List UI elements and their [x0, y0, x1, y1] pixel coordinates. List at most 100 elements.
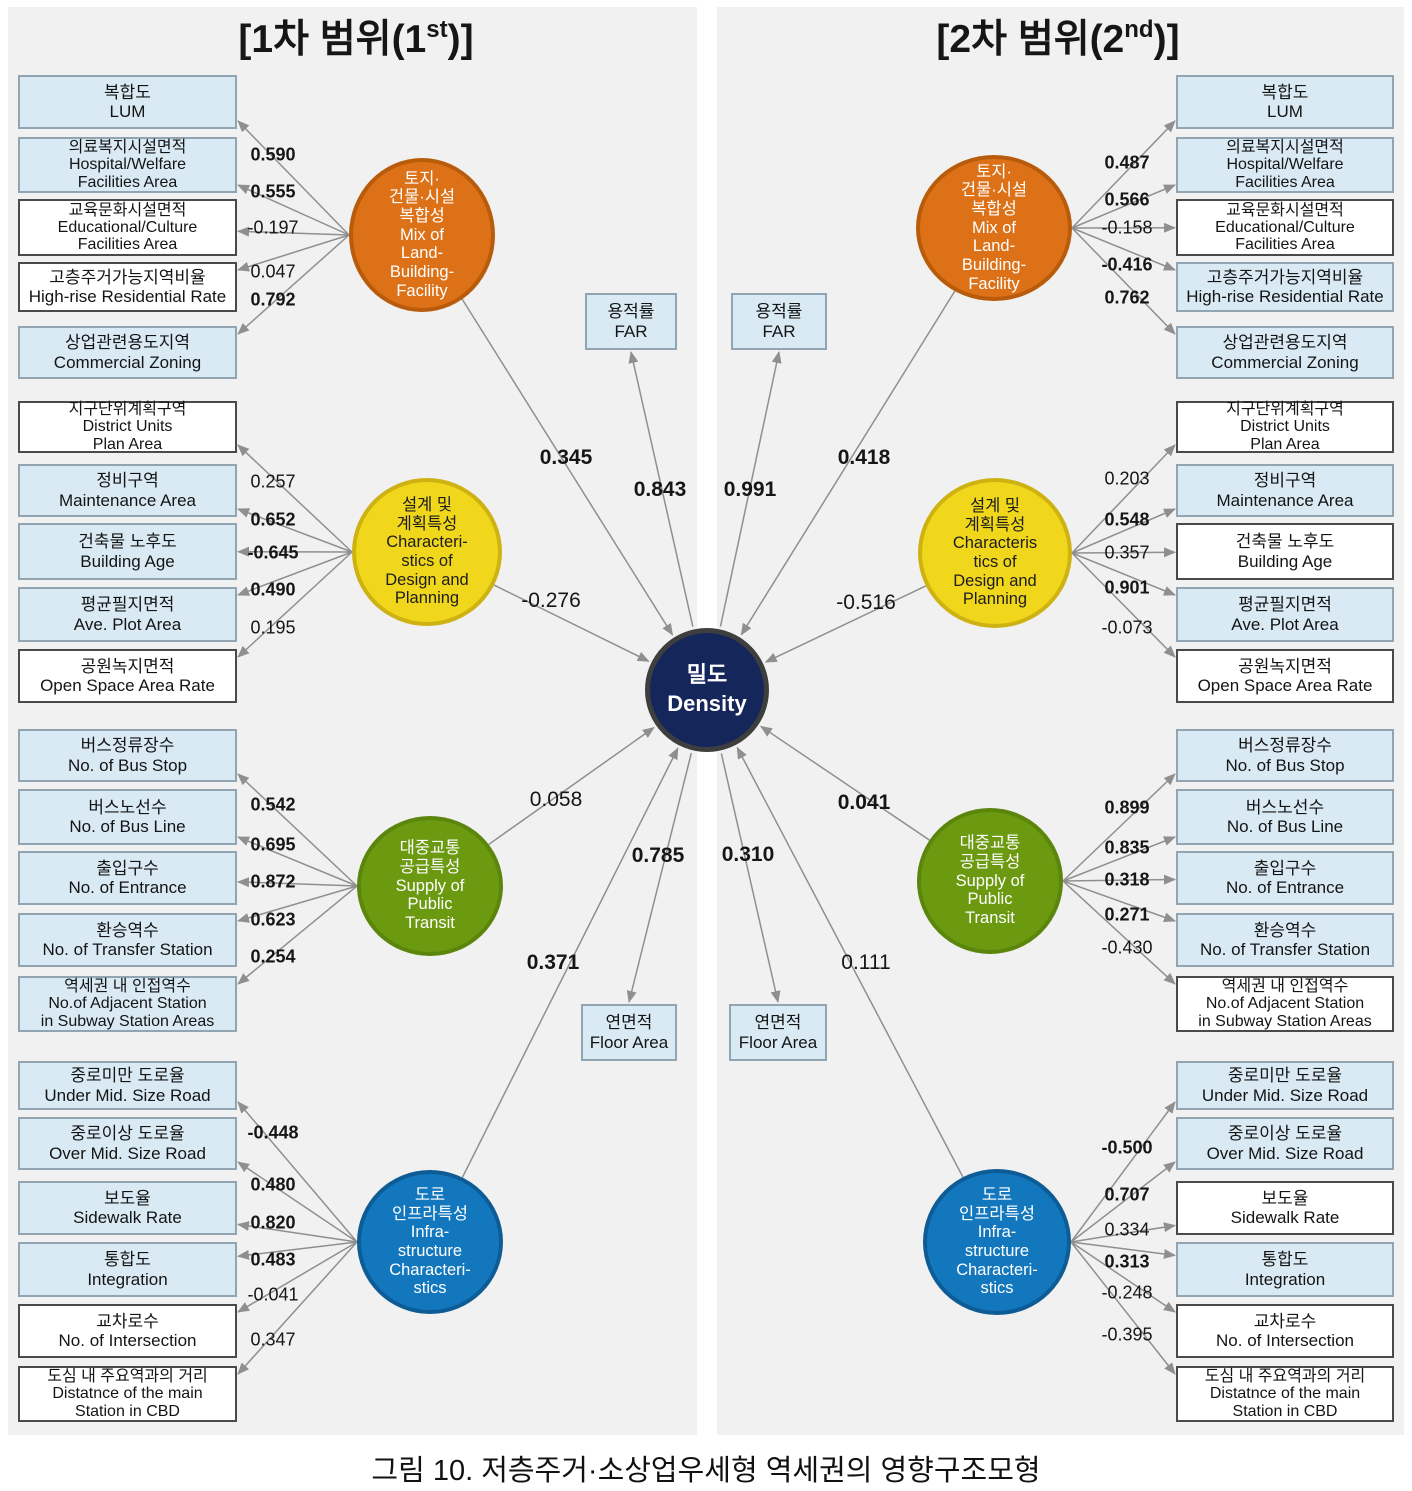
latent-label: 복합성: [971, 200, 1017, 219]
latent-label: Supply of: [955, 871, 1025, 890]
indicator-label: Sidewalk Rate: [1230, 1208, 1340, 1227]
latent-label: Public: [407, 895, 453, 914]
latent-label: Transit: [965, 908, 1015, 927]
loading-value: 0.566: [1104, 189, 1150, 210]
latent-label: 설계 및: [969, 497, 1021, 516]
latent-label: Building-: [389, 262, 455, 281]
indicator-label: 중로이상 도로율: [70, 1124, 185, 1144]
loading-value: 0.047: [250, 261, 296, 282]
indicator-label: High-rise Residential Rate: [28, 287, 227, 306]
loading-value: -0.041: [247, 1284, 299, 1305]
latent-label: Planning: [394, 589, 460, 608]
latent-label: Transit: [405, 913, 455, 932]
latent-label: Characteris: [952, 534, 1038, 553]
arrow-line: [461, 298, 674, 636]
latent-label: Facility: [968, 274, 1020, 293]
loading-value: 0.490: [250, 579, 296, 600]
latent-label: tics of: [973, 553, 1017, 571]
indicator-label: Ave. Plot Area: [1231, 614, 1339, 634]
arrow-line: [237, 551, 353, 596]
arrow-line: [237, 508, 353, 553]
latent-label: 인프라특성: [392, 1204, 468, 1223]
arrow-line: [1070, 1101, 1176, 1243]
indicator-label: 정비구역: [1253, 471, 1317, 491]
indicator-box: 공원녹지면적 Open Space Area Rate: [18, 649, 237, 703]
latent-label: 토지·: [976, 162, 1012, 181]
indicator-label: 환승역수: [1253, 920, 1317, 940]
indicator-label: No. of Transfer Station: [1199, 940, 1371, 959]
indicator-label: 역세권 내 인접역수: [64, 978, 191, 996]
arrow-line: [237, 1241, 358, 1260]
latent-label: 도로: [981, 1186, 1013, 1205]
floor-area-box-label: Floor Area: [589, 1032, 669, 1052]
latent-label: Mix of: [399, 225, 444, 244]
indicator-box: 지구단위계획구역 District Units Plan Area: [1176, 401, 1394, 453]
indicator-box: 도심 내 주요역과의 거리 Distatnce of the main Statio…: [18, 1366, 237, 1422]
path-coefficient: 0.041: [837, 791, 891, 814]
arrow-line: [1071, 444, 1176, 554]
loading-value: 0.487: [1104, 152, 1150, 173]
latent-label: Land-: [972, 237, 1016, 256]
latent-mix-of-land-building-facility-circle: 토지· 건물·시설 복합성 Mix of Land- Building- Facility: [349, 158, 495, 312]
panel-title: [1차 범위(1st)]: [238, 8, 473, 64]
latent-label: structure: [964, 1242, 1030, 1260]
loading-value: 0.357: [1104, 542, 1150, 563]
indicator-label: 도심 내 주요역과의 거리: [47, 1368, 208, 1386]
loading-value: 0.762: [1104, 287, 1150, 308]
latent-label: 건물·시설: [960, 181, 1028, 200]
loading-value: 0.548: [1104, 509, 1150, 530]
arrow-line: [237, 184, 350, 236]
indicator-label: Educational/Culture: [1215, 218, 1355, 236]
loading-value: -0.073: [1101, 617, 1153, 638]
loading-value: 0.271: [1104, 904, 1150, 925]
path-coefficient: 0.843: [633, 478, 687, 501]
latent-label: Characteri-: [956, 1260, 1038, 1279]
latent-label: Public: [967, 890, 1013, 909]
indicator-box: 중로미만 도로율 Under Mid. Size Road: [18, 1061, 237, 1110]
indicator-box: 의료복지시설면적 Hospital/Welfare Facilities Area: [18, 137, 237, 193]
indicator-label: 환승역수: [96, 920, 159, 940]
indicator-label: 보도율: [1261, 1188, 1309, 1208]
indicator-label: 고층주거가능지역비율: [1206, 267, 1364, 287]
indicator-box: 역세권 내 인접역수 No.of Adjacent Station in Subwa…: [1176, 976, 1394, 1032]
latent-supply-of-public-transit-circle: 대중교통 공급특성 Supply of Public Transit: [357, 816, 503, 956]
far-box: 용적률 FAR: [731, 293, 827, 350]
indicator-label: 지구단위계획구역: [68, 401, 187, 419]
loading-value: 0.334: [1104, 1219, 1150, 1240]
indicator-box: 역세권 내 인접역수 No.of Adjacent Station in Subwa…: [18, 976, 237, 1032]
arrow-line: [237, 120, 350, 236]
indicator-label: Facilities Area: [1235, 173, 1335, 191]
latent-label: 대중교통: [959, 834, 1021, 853]
arrow-line: [237, 1221, 358, 1243]
arrow-line: [237, 885, 358, 923]
loading-value: -0.448: [247, 1122, 299, 1143]
indicator-label: 역세권 내 인접역수: [1221, 978, 1349, 996]
arrow-line: [1062, 880, 1176, 923]
indicator-box: 버스노선수 No. of Bus Line: [18, 789, 237, 845]
indicator-label: in Subway Station Areas: [1198, 1012, 1372, 1030]
arrow-line: [1062, 836, 1176, 882]
arrow-line: [1071, 227, 1176, 335]
arrow-line: [1070, 1222, 1176, 1243]
latent-label: 복합성: [399, 207, 445, 226]
indicator-label: 정비구역: [96, 471, 159, 491]
loading-value: 0.623: [250, 909, 296, 930]
arrow-line: [764, 585, 927, 663]
indicator-label: Distatnce of the main: [1209, 1385, 1361, 1403]
path-coefficient: 0.991: [723, 478, 777, 501]
latent-mix-of-land-building-facility-circle: 토지· 건물·시설 복합성 Mix of Land- Building- Facility: [916, 155, 1072, 301]
loading-value: -0.645: [247, 542, 299, 563]
arrow-line: [1062, 874, 1176, 885]
indicator-box: 도심 내 주요역과의 거리 Distatnce of the main Statio…: [1176, 1366, 1394, 1422]
indicator-label: 통합도: [1261, 1250, 1309, 1270]
latent-label: stics of: [401, 552, 453, 570]
indicator-box: 평균필지면적 Ave. Plot Area: [1176, 587, 1394, 642]
path-coefficient: -0.516: [836, 591, 896, 614]
loading-value: -0.416: [1101, 254, 1153, 275]
latent-label: Characteri-: [386, 533, 468, 552]
latent-label: Design and: [953, 571, 1037, 590]
latent-label: Mix of: [971, 218, 1016, 237]
figure-caption: 그림 10. 저층주거·소상업우세형 역세권의 영향구조모형: [371, 1455, 1041, 1487]
loading-value: 0.872: [250, 871, 296, 892]
